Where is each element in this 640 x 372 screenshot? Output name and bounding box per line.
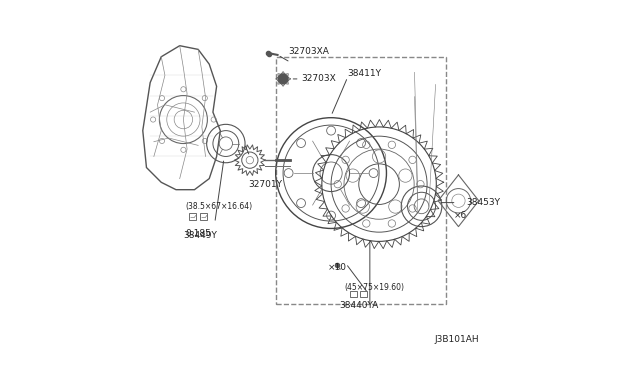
Text: 0.185: 0.185 [185,230,211,238]
Text: 32701Y: 32701Y [248,180,282,189]
Text: (45×75×19.60): (45×75×19.60) [344,283,404,292]
Text: 32703XA: 32703XA [289,47,330,56]
Text: ×6: ×6 [454,211,467,220]
Text: 38440YA: 38440YA [339,301,378,311]
Circle shape [278,74,288,84]
Text: J3B101AH: J3B101AH [435,335,479,344]
Text: 38411Y: 38411Y [348,69,381,78]
Text: 38453Y: 38453Y [466,198,500,207]
Text: (38.5×67×16.64): (38.5×67×16.64) [185,202,252,211]
Text: ×10: ×10 [328,263,346,272]
Text: 32703X: 32703X [301,74,336,83]
Text: 38449Y: 38449Y [183,231,217,240]
